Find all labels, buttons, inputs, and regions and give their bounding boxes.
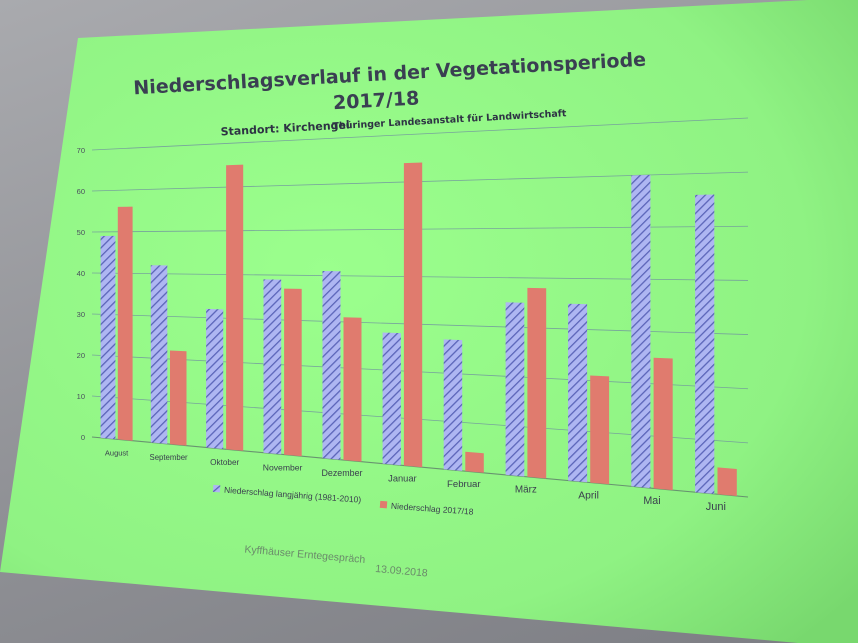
bar-longterm — [505, 302, 525, 477]
bar-longterm — [322, 271, 341, 460]
y-tick-label: 30 — [77, 310, 85, 319]
bar-current — [403, 162, 423, 468]
bar-longterm — [150, 265, 168, 444]
x-tick-label: Oktober — [210, 458, 239, 467]
y-tick-label: 0 — [81, 433, 85, 442]
y-tick-label: 40 — [77, 269, 85, 278]
x-tick-label: April — [578, 490, 599, 501]
x-axis-labels: August September Oktober November Dezember Ja… — [105, 448, 726, 513]
x-tick-label: Dezember — [322, 468, 363, 478]
bar-longterm — [695, 194, 715, 494]
y-tick-label: 20 — [77, 351, 85, 360]
bar-longterm — [206, 308, 224, 449]
x-tick-label: September — [150, 453, 189, 462]
bar-current — [170, 350, 187, 446]
chart-bars — [100, 162, 737, 496]
gridline — [91, 117, 749, 151]
precipitation-chart: 0 10 20 30 40 50 60 70 August September Oktober No… — [77, 117, 749, 513]
bar-longterm — [263, 279, 282, 455]
bar-longterm — [443, 339, 463, 471]
bar-longterm — [100, 235, 116, 440]
bar-current — [653, 357, 673, 491]
y-tick-label: 10 — [77, 392, 85, 401]
legend-swatch-longterm — [212, 484, 221, 493]
chart-title-line2: 2017/18 — [332, 87, 419, 114]
x-tick-label: Juni — [706, 501, 726, 513]
x-tick-label: Januar — [388, 473, 416, 483]
bar-current — [590, 375, 610, 485]
gridline — [91, 436, 749, 498]
y-tick-label: 50 — [77, 228, 85, 237]
bar-current — [717, 467, 737, 496]
y-tick-label: 70 — [77, 146, 85, 155]
bar-current — [284, 288, 302, 457]
x-tick-label: November — [263, 462, 303, 472]
bar-longterm — [631, 174, 651, 489]
legend-swatch-current — [379, 500, 388, 509]
y-tick-label: 60 — [77, 187, 85, 196]
footer-date: 13.09.2018 — [375, 563, 429, 580]
bar-current — [527, 287, 547, 479]
x-tick-label: August — [105, 448, 129, 457]
bar-longterm — [382, 332, 401, 466]
y-axis-ticks: 0 10 20 30 40 50 60 70 — [77, 146, 85, 442]
bar-current — [343, 317, 362, 462]
bar-current — [226, 164, 244, 451]
bar-longterm — [568, 303, 588, 483]
x-tick-label: März — [515, 485, 537, 496]
bar-current — [117, 206, 133, 441]
x-tick-label: Mai — [643, 495, 660, 507]
bar-current — [465, 451, 484, 473]
x-tick-label: Februar — [447, 479, 481, 490]
